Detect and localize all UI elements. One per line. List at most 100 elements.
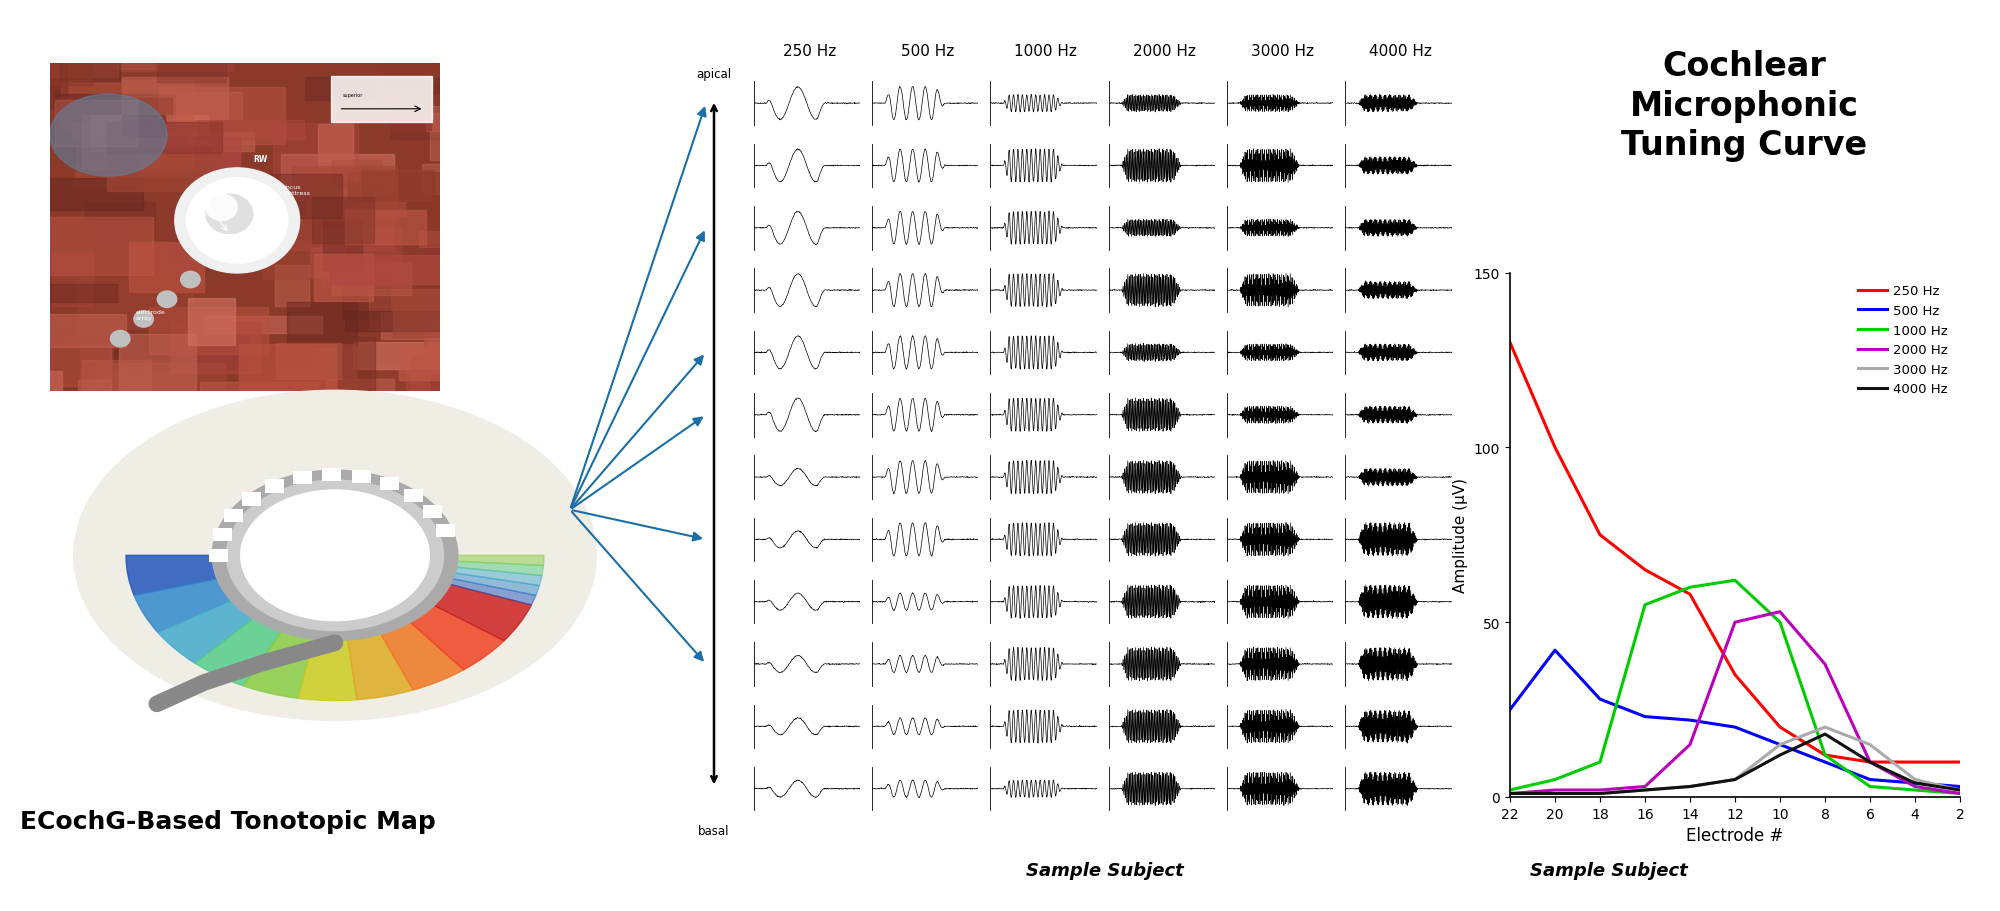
- Bar: [348, 172, 454, 208]
- 1000 Hz: [1724, 575, 1748, 586]
- Bar: [368, 290, 492, 331]
- 250 Hz: [1678, 589, 1702, 600]
- Bar: [62, 81, 194, 131]
- Bar: [78, 381, 110, 409]
- 4000 Hz: [1948, 784, 1972, 795]
- Bar: [304, 77, 376, 101]
- Bar: [392, 85, 476, 139]
- 3000 Hz: [1498, 788, 1522, 799]
- 250 Hz: [1904, 757, 1928, 768]
- Text: apical: apical: [696, 68, 732, 81]
- Bar: [272, 182, 382, 202]
- Bar: [372, 365, 450, 416]
- Bar: [392, 301, 482, 338]
- Circle shape: [206, 195, 238, 221]
- Circle shape: [180, 272, 200, 289]
- Bar: [120, 334, 196, 393]
- Bar: [92, 116, 208, 151]
- 500 Hz: [1678, 715, 1702, 726]
- Bar: [430, 107, 544, 161]
- 500 Hz: [1812, 757, 1836, 768]
- Bar: [166, 405, 218, 420]
- X-axis label: Electrode #: Electrode #: [1686, 826, 1784, 844]
- Bar: [60, 56, 120, 82]
- Bar: [450, 208, 574, 232]
- Bar: [292, 472, 312, 485]
- 1000 Hz: [1632, 599, 1656, 610]
- Bar: [82, 360, 152, 411]
- Bar: [346, 211, 426, 244]
- Bar: [66, 36, 182, 52]
- 1000 Hz: [1812, 750, 1836, 761]
- Bar: [80, 341, 110, 380]
- Wedge shape: [348, 632, 414, 700]
- 2000 Hz: [1632, 781, 1656, 792]
- Bar: [452, 15, 546, 36]
- 2000 Hz: [1498, 788, 1522, 799]
- 500 Hz: [1904, 778, 1928, 789]
- Bar: [424, 322, 480, 363]
- Bar: [204, 316, 322, 333]
- 4000 Hz: [1632, 784, 1656, 795]
- Line: 250 Hz: 250 Hz: [1510, 343, 1960, 763]
- 4000 Hz: [1588, 788, 1612, 799]
- Wedge shape: [452, 568, 542, 586]
- Bar: [448, 32, 510, 65]
- Bar: [290, 5, 332, 60]
- Legend: 250 Hz, 500 Hz, 1000 Hz, 2000 Hz, 3000 Hz, 4000 Hz: 250 Hz, 500 Hz, 1000 Hz, 2000 Hz, 3000 H…: [1852, 280, 1954, 402]
- Bar: [74, 138, 184, 163]
- Bar: [42, 99, 172, 145]
- Wedge shape: [380, 620, 464, 691]
- 3000 Hz: [1544, 788, 1568, 799]
- Bar: [56, 95, 176, 143]
- 3000 Hz: [1588, 788, 1612, 799]
- 1000 Hz: [1498, 784, 1522, 795]
- Bar: [166, 92, 242, 120]
- Bar: [436, 524, 456, 537]
- 2000 Hz: [1768, 607, 1792, 618]
- 4000 Hz: [1498, 788, 1522, 799]
- 2000 Hz: [1678, 740, 1702, 751]
- Bar: [54, 254, 92, 306]
- Bar: [74, 172, 136, 187]
- Bar: [352, 470, 370, 484]
- Bar: [82, 116, 192, 170]
- 1000 Hz: [1904, 784, 1928, 795]
- Bar: [210, 549, 228, 562]
- Circle shape: [206, 195, 252, 234]
- 250 Hz: [1858, 757, 1882, 768]
- Bar: [404, 489, 424, 503]
- 4000 Hz: [1812, 729, 1836, 740]
- 1000 Hz: [1588, 757, 1612, 768]
- Bar: [322, 230, 400, 287]
- Bar: [172, 322, 260, 374]
- Bar: [386, 114, 430, 131]
- 4000 Hz: [1904, 778, 1928, 789]
- Bar: [296, 170, 430, 200]
- Bar: [150, 132, 254, 152]
- Wedge shape: [244, 630, 314, 699]
- Text: 4000 Hz: 4000 Hz: [1370, 45, 1432, 59]
- Bar: [472, 189, 512, 241]
- 500 Hz: [1724, 722, 1748, 732]
- 3000 Hz: [1678, 781, 1702, 792]
- Bar: [114, 331, 248, 371]
- Text: Sample Subject: Sample Subject: [1530, 861, 1688, 879]
- 1000 Hz: [1858, 781, 1882, 792]
- Bar: [346, 401, 400, 421]
- 250 Hz: [1768, 722, 1792, 732]
- Bar: [98, 363, 224, 397]
- 2000 Hz: [1588, 784, 1612, 795]
- 500 Hz: [1588, 694, 1612, 705]
- 2000 Hz: [1812, 659, 1836, 670]
- Bar: [122, 117, 164, 137]
- Bar: [104, 33, 208, 46]
- Text: 1000 Hz: 1000 Hz: [1014, 45, 1078, 59]
- Circle shape: [240, 490, 430, 621]
- Bar: [426, 245, 466, 262]
- Bar: [368, 78, 438, 94]
- Wedge shape: [432, 584, 532, 641]
- Bar: [150, 307, 268, 354]
- Text: 2000 Hz: 2000 Hz: [1132, 45, 1196, 59]
- 2000 Hz: [1544, 784, 1568, 795]
